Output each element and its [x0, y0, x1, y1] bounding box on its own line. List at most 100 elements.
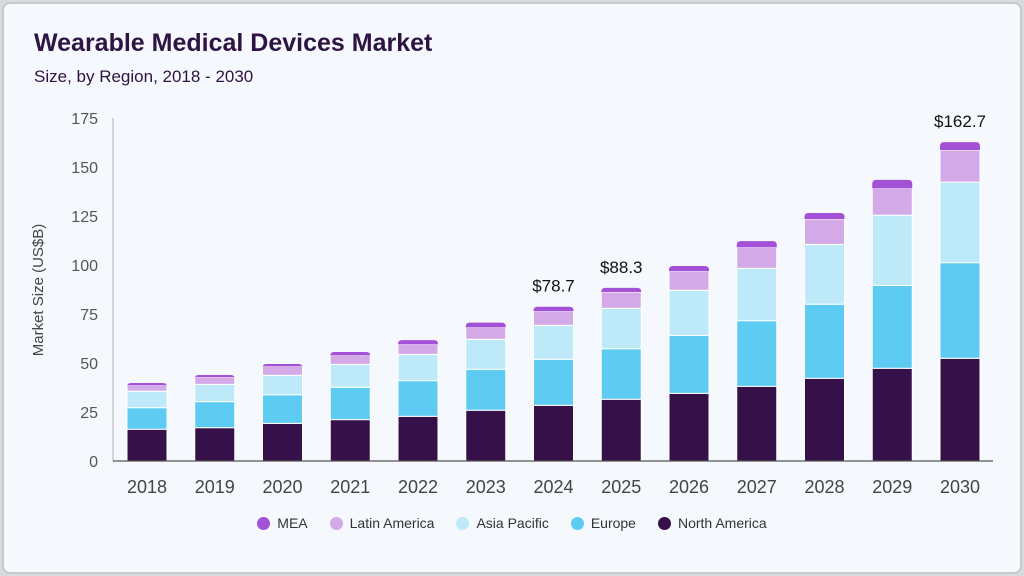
- bar-segment-north-america: [668, 392, 710, 462]
- y-tick-label: 0: [89, 454, 98, 471]
- x-tick-label: 2028: [804, 477, 844, 497]
- bar-segment-europe: [533, 358, 574, 406]
- legend-label: MEA: [277, 515, 308, 531]
- bar-segment-latin-america: [329, 354, 371, 365]
- y-tick-label: 125: [71, 209, 98, 226]
- bar-segment-europe: [465, 368, 507, 411]
- y-tick-label: 100: [71, 258, 98, 275]
- bar-segment-mea: [601, 287, 642, 293]
- bar-segment-europe: [262, 394, 303, 424]
- bar-segment-latin-america: [668, 270, 710, 291]
- bar-segment-mea: [736, 241, 777, 248]
- bar-segment-europe: [736, 320, 778, 387]
- bar-segment-mea: [872, 179, 913, 189]
- bar-segment-latin-america: [600, 291, 642, 309]
- x-tick-label: 2027: [737, 477, 777, 497]
- y-tick-label: 25: [80, 405, 98, 422]
- legend-item[interactable]: North America: [657, 515, 767, 531]
- bar-segment-latin-america: [871, 187, 913, 216]
- bar-segment-mea: [330, 352, 371, 357]
- legend-label: Asia Pacific: [476, 515, 549, 531]
- bar-segment-latin-america: [804, 218, 845, 245]
- bar-segment-europe: [939, 262, 981, 359]
- x-tick-label: 2026: [669, 477, 709, 497]
- total-data-label: $88.3: [600, 258, 643, 277]
- y-tick-label: 150: [71, 160, 98, 177]
- y-tick-label: 50: [80, 356, 98, 373]
- bar-segment-europe: [126, 407, 168, 430]
- legend-label: North America: [677, 515, 767, 531]
- bar-segment-north-america: [871, 367, 913, 462]
- bar-segment-mea: [940, 142, 980, 150]
- x-tick-label: 2030: [940, 477, 980, 497]
- bar-segment-europe: [194, 401, 236, 429]
- bar-segment-asia-pacific: [126, 390, 168, 409]
- chart-subtitle: Size, by Region, 2018 - 2030: [34, 67, 254, 86]
- bar-segment-mea: [262, 363, 303, 368]
- y-tick-label: 75: [80, 307, 98, 324]
- bar-segment-asia-pacific: [262, 374, 303, 396]
- bar-segment-asia-pacific: [533, 324, 574, 360]
- bar-segment-asia-pacific: [736, 267, 778, 322]
- legend-swatch-icon: [329, 516, 343, 530]
- legend-item[interactable]: Latin America: [329, 515, 435, 531]
- bar-segment-asia-pacific: [600, 307, 642, 350]
- chart-title: Wearable Medical Devices Market: [34, 29, 433, 57]
- legend-item[interactable]: Asia Pacific: [456, 515, 549, 531]
- bar-segment-asia-pacific: [668, 289, 710, 336]
- x-tick-label: 2024: [533, 477, 573, 497]
- legend-label: Latin America: [349, 515, 435, 531]
- total-data-label: $162.7: [934, 112, 986, 131]
- bar-segment-latin-america: [939, 149, 981, 183]
- bar-segment-mea: [533, 306, 574, 312]
- bar-segment-mea: [127, 382, 167, 387]
- bar-segment-latin-america: [126, 384, 168, 392]
- legend-swatch-icon: [257, 516, 271, 530]
- bar-segment-asia-pacific: [194, 383, 236, 403]
- legend-item[interactable]: Europe: [570, 515, 636, 531]
- bar-segment-asia-pacific: [871, 214, 913, 286]
- bar-segment-north-america: [939, 357, 981, 462]
- bar-segment-europe: [871, 284, 913, 369]
- x-tick-label: 2023: [466, 477, 506, 497]
- bar-segment-north-america: [126, 428, 168, 462]
- total-data-label: $78.7: [532, 277, 575, 296]
- bar-segment-north-america: [194, 427, 236, 462]
- bar-segment-asia-pacific: [804, 243, 845, 305]
- bar-segment-latin-america: [533, 310, 574, 326]
- bar-segment-north-america: [397, 415, 439, 462]
- bar-segment-latin-america: [465, 326, 507, 340]
- bar-segment-mea: [398, 340, 438, 345]
- x-tick-label: 2022: [398, 477, 438, 497]
- legend: MEA Latin America Asia Pacific Europe North …: [0, 515, 1024, 531]
- legend-item[interactable]: MEA: [257, 515, 308, 531]
- bar-segment-mea: [194, 374, 235, 379]
- bar-segment-north-america: [465, 409, 507, 462]
- bar-segment-north-america: [804, 377, 845, 462]
- bar-segment-europe: [397, 380, 439, 417]
- bar-segment-asia-pacific: [397, 353, 439, 382]
- bar-segment-latin-america: [736, 246, 778, 269]
- bar-segment-europe: [668, 334, 710, 394]
- x-tick-label: 2019: [195, 477, 235, 497]
- y-axis-label: Market Size (US$B): [30, 224, 47, 357]
- bar-segment-asia-pacific: [329, 363, 371, 388]
- legend-swatch-icon: [657, 516, 671, 530]
- bar-segment-mea: [465, 322, 506, 328]
- legend-label: Europe: [590, 515, 636, 531]
- bar-segment-north-america: [533, 404, 574, 462]
- x-tick-label: 2020: [262, 477, 302, 497]
- bar-segment-europe: [804, 303, 845, 379]
- x-tick-label: 2029: [872, 477, 912, 497]
- bar-segment-europe: [329, 386, 371, 421]
- bar-segment-latin-america: [194, 376, 236, 385]
- bar-segment-north-america: [262, 422, 303, 462]
- y-tick-label: 175: [71, 111, 98, 128]
- bar-segment-north-america: [329, 419, 371, 462]
- legend-swatch-icon: [456, 516, 470, 530]
- x-tick-label: 2018: [127, 477, 167, 497]
- bar-segment-europe: [600, 348, 642, 400]
- bar-segment-asia-pacific: [465, 338, 507, 370]
